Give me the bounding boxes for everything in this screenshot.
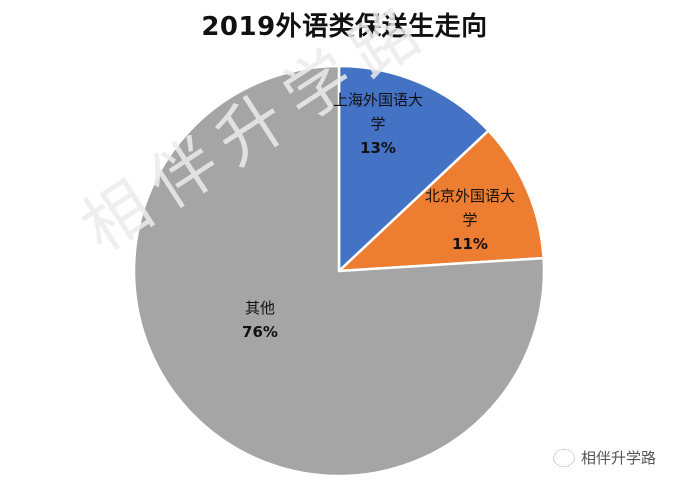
label-other-name: 其他	[244, 299, 275, 317]
label-shanghai-pct: 13%	[360, 139, 396, 157]
pie-slice	[132, 64, 546, 478]
label-beijing: 北京外国语大 学 11%	[410, 184, 530, 256]
brand-footer: 相伴升学路	[553, 447, 656, 468]
label-shanghai: 上海外国语大 学 13%	[318, 88, 438, 160]
pie-slice	[337, 64, 491, 274]
label-shanghai-name: 上海外国语大	[332, 91, 423, 109]
label-beijing-name-2: 学	[462, 211, 478, 229]
label-shanghai-name-2: 学	[370, 115, 386, 133]
brand-name: 相伴升学路	[581, 449, 657, 467]
label-other-pct: 76%	[242, 323, 278, 341]
chart-title: 2019外语类保送生走向	[201, 12, 488, 42]
label-beijing-pct: 11%	[452, 235, 488, 253]
label-beijing-name: 北京外国语大	[424, 187, 515, 205]
label-other: 其他 76%	[230, 296, 290, 344]
wechat-icon	[553, 448, 575, 467]
pie-slice	[335, 128, 545, 273]
